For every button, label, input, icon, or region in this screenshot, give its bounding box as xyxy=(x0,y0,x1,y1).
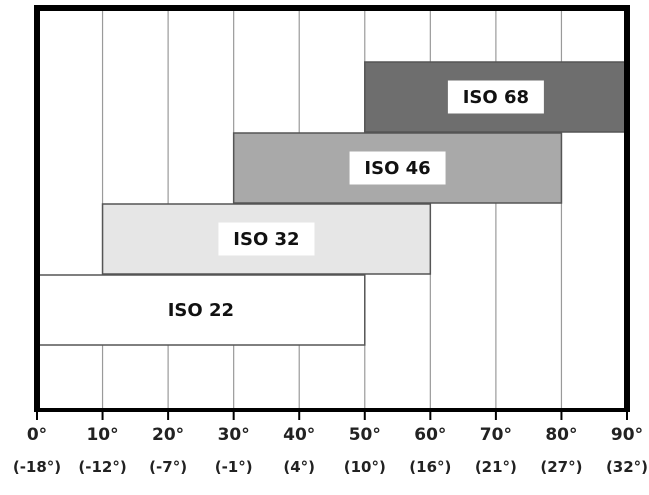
bar-label-iso-32: ISO 32 xyxy=(233,229,299,250)
x-tick-sublabel-10: (-12°) xyxy=(78,458,126,476)
bar-label-box-iso-46 xyxy=(349,151,446,185)
x-tick-sublabel-30: (-1°) xyxy=(215,458,253,476)
bar-label-iso-22: ISO 22 xyxy=(168,300,234,321)
x-tick-label-10: 10° xyxy=(86,425,118,445)
x-tick-label-50: 50° xyxy=(349,425,381,445)
bar-label-box-iso-22 xyxy=(152,293,249,327)
x-tick-sublabel-40: (4°) xyxy=(283,458,315,476)
x-tick-label-80: 80° xyxy=(545,425,577,445)
x-tick-label-30: 30° xyxy=(218,425,250,445)
x-tick-label-20: 20° xyxy=(152,425,184,445)
x-tick-sublabel-80: (27°) xyxy=(540,458,582,476)
x-tick-label-70: 70° xyxy=(480,425,512,445)
x-tick-sublabel-20: (-7°) xyxy=(149,458,187,476)
frame-layer xyxy=(34,5,630,412)
x-tick-label-0: 0° xyxy=(27,425,47,445)
bar-label-box-iso-68 xyxy=(447,80,544,114)
bar-label-box-iso-32 xyxy=(218,222,315,256)
bar-label-iso-68: ISO 68 xyxy=(463,87,529,108)
x-tick-sublabel-90: (32°) xyxy=(606,458,648,476)
bar-label-iso-46: ISO 46 xyxy=(364,158,430,179)
bars-layer: ISO 68 ISO 46 ISO 32 ISO 22 xyxy=(36,61,628,346)
x-tick-sublabel-60: (16°) xyxy=(409,458,451,476)
x-tick-sublabel-70: (21°) xyxy=(475,458,517,476)
x-tick-label-40: 40° xyxy=(283,425,315,445)
x-tick-label-60: 60° xyxy=(414,425,446,445)
x-tick-sublabel-50: (10°) xyxy=(344,458,386,476)
x-tick-label-90: 90° xyxy=(611,425,643,445)
ticks-layer: 0° (-18°) 10° (-12°) 20° (-7°) 30° (-1°) 40° (4°)… xyxy=(13,410,648,476)
x-tick-sublabel-0: (-18°) xyxy=(13,458,61,476)
